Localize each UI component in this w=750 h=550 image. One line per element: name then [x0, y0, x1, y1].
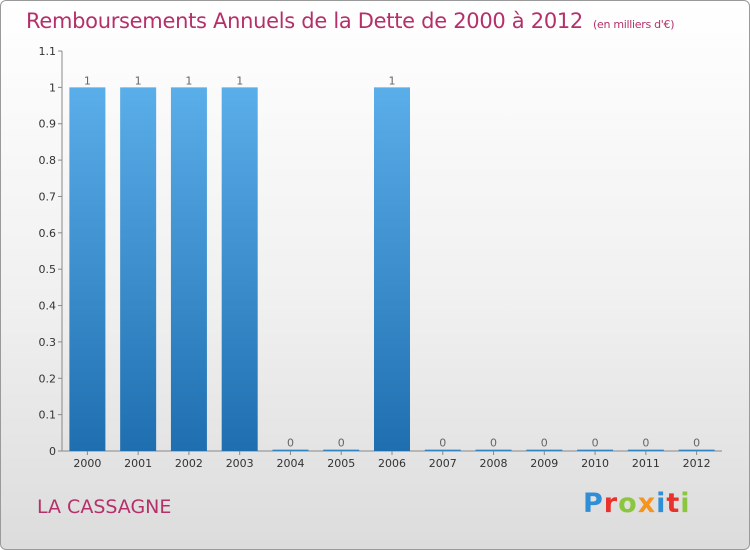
- x-tick-label-2006: 2006: [378, 457, 406, 470]
- logo-letter: P: [583, 488, 604, 519]
- bar-2006: [374, 87, 410, 451]
- logo-letter: i: [680, 488, 691, 519]
- x-tick-label-2001: 2001: [124, 457, 152, 470]
- value-label-2012: 0: [693, 437, 700, 450]
- value-label-2007: 0: [439, 437, 446, 450]
- value-label-2001: 1: [135, 74, 142, 87]
- bar-2010: [577, 449, 614, 451]
- value-label-2011: 0: [642, 437, 649, 450]
- bar-2007: [424, 449, 461, 451]
- bar-2005: [323, 449, 360, 451]
- chart-labels: 1 2000 1 2001 1 2002 1 2003 0 2004 0 2005 1 2006 0 2007…: [73, 74, 710, 470]
- chart-title: Remboursements Annuels de la Dette de 20…: [26, 9, 674, 33]
- bar-2009: [526, 449, 563, 451]
- y-tick-label: 0.8: [39, 154, 57, 167]
- y-tick-label: 0.5: [39, 263, 57, 276]
- value-label-2005: 0: [338, 437, 345, 450]
- x-tick-label-2004: 2004: [276, 457, 304, 470]
- bar-2003: [221, 87, 258, 451]
- bar-2002: [170, 87, 207, 451]
- value-label-2006: 1: [389, 74, 396, 87]
- bar-2000: [69, 87, 106, 451]
- x-tick-label-2010: 2010: [581, 457, 609, 470]
- y-tick-label: 0.7: [39, 190, 57, 203]
- logo-letter: i: [656, 488, 667, 519]
- x-tick-label-2003: 2003: [226, 457, 254, 470]
- x-tick-label-2008: 2008: [480, 457, 508, 470]
- x-tick-label-2009: 2009: [530, 457, 558, 470]
- x-tick-label-2007: 2007: [429, 457, 457, 470]
- value-label-2009: 0: [541, 437, 548, 450]
- value-label-2008: 0: [490, 437, 497, 450]
- y-tick-label: 0.1: [39, 409, 57, 422]
- value-label-2010: 0: [592, 437, 599, 450]
- y-tick-label: 1: [49, 81, 56, 94]
- x-tick-label-2002: 2002: [175, 457, 203, 470]
- value-label-2004: 0: [287, 437, 294, 450]
- logo-letter: r: [603, 488, 619, 519]
- chart-title-text: Remboursements Annuels de la Dette de 20…: [26, 9, 583, 33]
- value-label-2002: 1: [185, 74, 192, 87]
- value-label-2003: 1: [236, 74, 243, 87]
- logo-letter: o: [618, 488, 638, 519]
- bar-2004: [272, 449, 309, 451]
- commune-name: LA CASSAGNE: [37, 496, 172, 518]
- chart-bars: [69, 87, 715, 451]
- bar-2012: [678, 449, 715, 451]
- x-tick-label-2000: 2000: [73, 457, 101, 470]
- bar-2008: [475, 449, 512, 451]
- x-tick-label-2012: 2012: [683, 457, 711, 470]
- y-tick-label: 0.6: [39, 227, 57, 240]
- bar-2001: [120, 87, 157, 451]
- bar-2011: [627, 449, 664, 451]
- logo-letter: x: [637, 488, 657, 519]
- x-tick-label-2011: 2011: [632, 457, 660, 470]
- proxiti-logo: Proxiti: [583, 488, 691, 519]
- x-tick-label-2005: 2005: [327, 457, 355, 470]
- y-tick-label: 0.3: [39, 336, 57, 349]
- logo-letter: t: [666, 488, 681, 519]
- y-tick-label: 0.4: [39, 300, 57, 313]
- y-tick-label: 0: [49, 445, 56, 458]
- y-tick-label: 0.2: [39, 372, 57, 385]
- chart-unit: (en milliers d'€): [593, 18, 675, 31]
- y-tick-label: 1.1: [39, 45, 57, 58]
- value-label-2000: 1: [84, 74, 91, 87]
- y-tick-label: 0.9: [39, 118, 57, 131]
